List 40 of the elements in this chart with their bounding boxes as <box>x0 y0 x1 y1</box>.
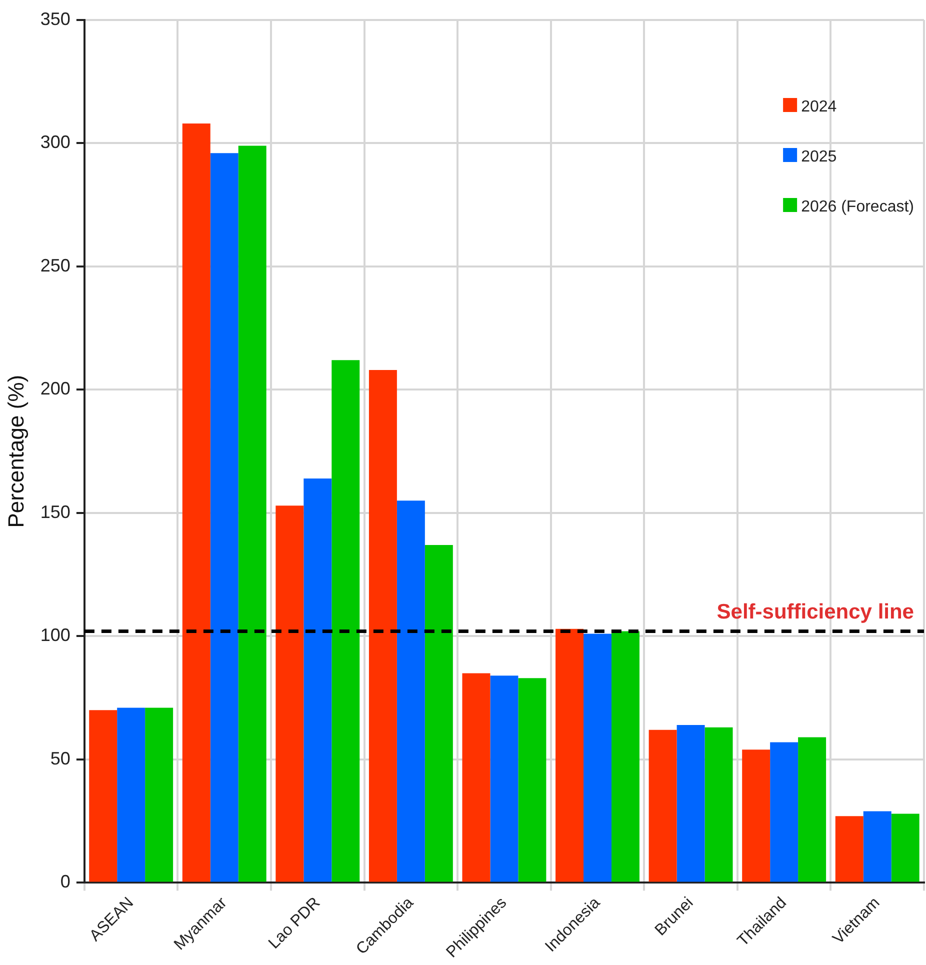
y-tick-label: 200 <box>40 378 70 399</box>
y-tick-label: 350 <box>40 8 70 29</box>
y-axis-title: Percentage (%) <box>3 374 28 528</box>
legend-label: 2026 (Forecast) <box>801 198 914 216</box>
bar <box>462 673 490 882</box>
y-tick-label: 150 <box>40 502 70 522</box>
y-tick-label: 250 <box>40 255 70 276</box>
bar <box>182 124 210 882</box>
bar <box>648 730 677 882</box>
bar <box>676 724 705 882</box>
bar <box>238 146 266 882</box>
bar <box>863 811 892 882</box>
legend-label: 2024 <box>801 98 837 116</box>
bar <box>145 708 174 882</box>
ref-line-label: Self-sufficiency line <box>716 600 914 624</box>
bar <box>742 750 770 882</box>
bar <box>210 153 238 882</box>
bar <box>332 360 360 882</box>
bar <box>556 628 584 882</box>
bar <box>770 742 798 882</box>
bar <box>584 634 612 882</box>
bar <box>368 370 397 882</box>
y-tick-label: 300 <box>40 132 70 152</box>
bar <box>396 500 425 882</box>
bar <box>117 708 146 882</box>
bar <box>704 727 733 882</box>
bar <box>424 545 453 882</box>
bar <box>891 814 920 882</box>
bar <box>611 631 640 882</box>
bar <box>276 506 304 882</box>
bar <box>490 676 518 882</box>
bar <box>518 678 546 882</box>
y-tick-label: 50 <box>50 748 70 768</box>
bar <box>835 816 864 882</box>
bar <box>798 737 826 882</box>
y-tick-label: 100 <box>40 625 70 646</box>
bar <box>304 478 332 882</box>
bar <box>89 710 118 882</box>
y-tick-label: 0 <box>60 872 70 892</box>
legend-label: 2025 <box>801 148 837 166</box>
